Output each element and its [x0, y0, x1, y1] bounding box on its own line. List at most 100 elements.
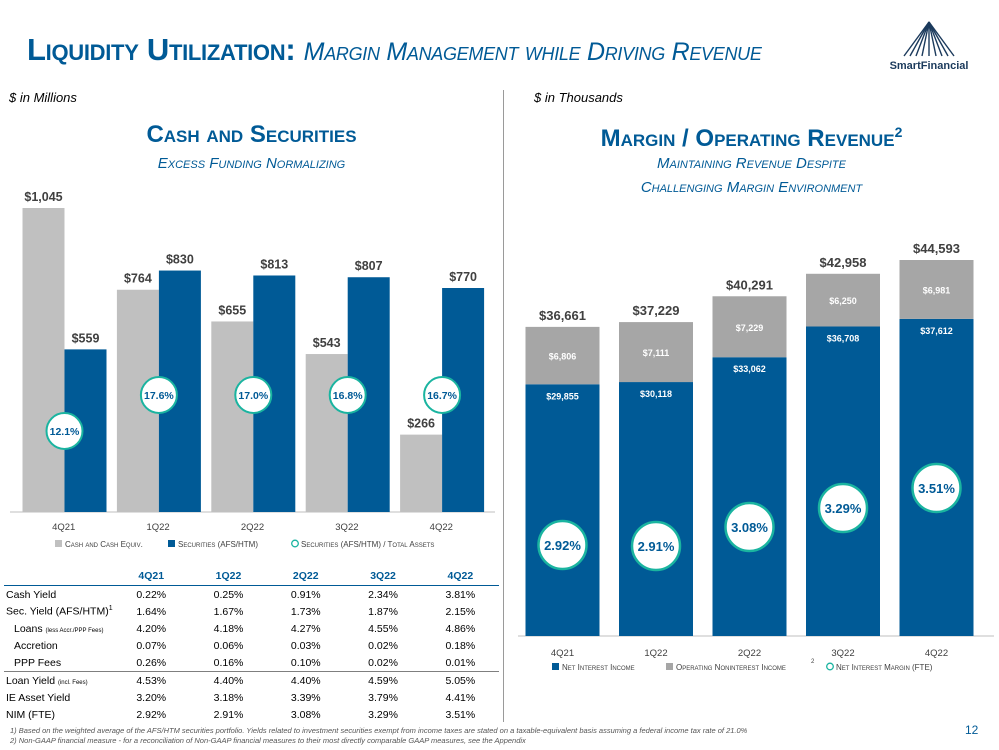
yield-cell: 0.01%	[445, 656, 476, 669]
yield-table-row: Loan Yield (incl. Fees) 4.53% 4.40% 4.40% 4.…	[4, 671, 499, 689]
securities-value-label: $807	[355, 259, 383, 273]
yield-header: 4Q22	[421, 567, 499, 586]
yield-row-label: Loan Yield (incl. Fees)	[4, 671, 113, 689]
yield-cell: 4.55%	[368, 622, 398, 635]
nim-label: 3.08%	[731, 520, 768, 535]
logo-mark-icon	[903, 21, 955, 57]
legend-label: Securities (AFS/HTM) / Total Assets	[301, 540, 434, 549]
ratio-label: 16.8%	[333, 390, 363, 402]
right-units-label: $ in Thousands	[534, 90, 623, 105]
right-chart-subtitle-1: Maintaining Revenue Despite	[657, 155, 846, 172]
yield-row-label: PPP Fees	[4, 654, 113, 672]
yield-cell: 5.05%	[421, 671, 499, 689]
nim-label: 2.91%	[638, 539, 675, 554]
legend-swatch-noninterest	[666, 663, 673, 670]
net-interest-value-label: $29,855	[546, 391, 579, 401]
left-chart-title: Cash and Securities	[146, 121, 357, 148]
cash-value-label: $543	[313, 336, 341, 350]
yield-row-label-note: (less Accr./PPP Fees)	[45, 627, 104, 634]
yield-table-corner	[4, 567, 113, 586]
yield-cell: 4.20%	[136, 622, 167, 635]
yield-row-label-text: Sec. Yield (AFS/HTM)	[6, 605, 109, 618]
legend-swatch-nim	[826, 662, 834, 671]
cash-value-label: $655	[218, 303, 246, 317]
yield-cell: 3.29%	[368, 708, 398, 721]
nim-label: 3.29%	[825, 501, 862, 516]
net-interest-value-label: $36,708	[827, 333, 860, 343]
x-tick-label: 1Q22	[644, 648, 667, 659]
yield-table-row: Cash Yield 0.22% 0.25% 0.91% 2.34% 3.81%	[4, 586, 499, 604]
nim-marker	[724, 501, 775, 553]
footnote-1: 1) Based on the weighted average of the …	[10, 726, 748, 735]
yield-cell: 3.51%	[445, 708, 476, 721]
ratio-marker	[139, 376, 178, 414]
yield-cell: 3.39%	[290, 691, 321, 704]
nim-marker	[630, 520, 682, 572]
yield-cell: 4.27%	[290, 622, 321, 635]
yield-cell: 0.25%	[213, 588, 244, 601]
noninterest-value-label: $7,111	[643, 348, 670, 358]
yield-cell: 4.59%	[344, 671, 422, 689]
legend-label: Securities (AFS/HTM)	[178, 540, 258, 549]
yield-cell: 4.53%	[112, 671, 190, 689]
yield-cell: 3.20%	[136, 691, 167, 704]
net-interest-value-label: $30,118	[640, 389, 672, 399]
securities-value-label: $830	[166, 253, 194, 267]
yield-row-label-text: NIM (FTE)	[6, 708, 55, 721]
yield-header: 4Q21	[112, 567, 190, 586]
yield-cell: 1.67%	[213, 605, 244, 618]
yield-table-row: IE Asset Yield 3.20% 3.18% 3.39% 3.79% 4.41%	[4, 689, 499, 706]
yield-row-label-text: Loans	[14, 622, 43, 635]
yield-cell: 4.41%	[445, 691, 476, 704]
x-tick-label: 4Q21	[52, 522, 75, 533]
yield-row-label: NIM (FTE)	[4, 706, 113, 723]
legend-footnote-ref: 2	[811, 659, 815, 665]
net-interest-bar	[525, 384, 600, 636]
yield-row-label-text: IE Asset Yield	[6, 691, 71, 704]
legend-label: Net Interest Margin (FTE)	[836, 663, 933, 672]
x-tick-label: 2Q22	[738, 648, 761, 659]
page-title: Liquidity Utilization: Margin Management…	[27, 32, 762, 68]
yield-cell: 2.91%	[213, 708, 244, 721]
yield-row-footnote-ref: 1	[108, 605, 113, 613]
yield-table-header-row: 4Q21 1Q22 2Q22 3Q22 4Q22	[4, 567, 499, 586]
yield-cell: 2.34%	[368, 588, 398, 601]
yield-cell: 1.87%	[368, 605, 398, 618]
cash-value-label: $764	[124, 272, 152, 286]
yield-table: 4Q21 1Q22 2Q22 3Q22 4Q22 Cash Yield 0.22%…	[4, 567, 499, 723]
logo-text: SmartFinancial	[889, 60, 969, 72]
yield-cell: 4.40%	[189, 671, 268, 689]
yield-cell: 0.18%	[445, 639, 476, 652]
yield-cell: 2.15%	[445, 605, 476, 618]
x-tick-label: 4Q21	[551, 648, 574, 659]
noninterest-bar	[899, 260, 974, 319]
securities-value-label: $559	[72, 331, 100, 345]
yield-cell: 4.18%	[213, 622, 244, 635]
noninterest-value-label: $7,229	[736, 323, 764, 333]
net-interest-bar	[806, 326, 880, 636]
ratio-label: 12.1%	[50, 426, 80, 438]
yield-row-label: IE Asset Yield	[4, 689, 113, 706]
yield-header: 1Q22	[189, 567, 268, 586]
net-interest-bar	[712, 357, 787, 636]
yield-cell: 3.79%	[368, 691, 398, 704]
panel-divider	[503, 90, 504, 722]
net-interest-value-label: $37,612	[920, 326, 953, 336]
yield-cell: 0.02%	[368, 639, 398, 652]
footnotes: 1) Based on the weighted average of the …	[10, 726, 747, 746]
yield-row-label: Accretion	[4, 637, 113, 654]
title-sub: Margin Management while Driving Revenue	[303, 38, 762, 66]
yield-row-label: Loans (less Accr./PPP Fees)	[4, 620, 113, 637]
cash-bar	[22, 208, 65, 512]
ratio-marker	[423, 376, 462, 414]
yield-cell: 0.02%	[368, 656, 398, 669]
yield-row-label-text: Loan Yield	[6, 674, 56, 687]
x-tick-label: 4Q22	[925, 648, 948, 659]
right-chart-title-sup: 2	[894, 124, 903, 140]
yield-cell: 0.16%	[213, 656, 244, 669]
right-chart-title-text: Margin / Operating Revenue	[600, 125, 895, 152]
legend-label: Cash and Cash Equiv.	[65, 540, 143, 549]
nim-label: 2.92%	[544, 538, 581, 553]
yield-header: 2Q22	[267, 567, 345, 586]
ratio-label: 17.6%	[144, 390, 174, 402]
